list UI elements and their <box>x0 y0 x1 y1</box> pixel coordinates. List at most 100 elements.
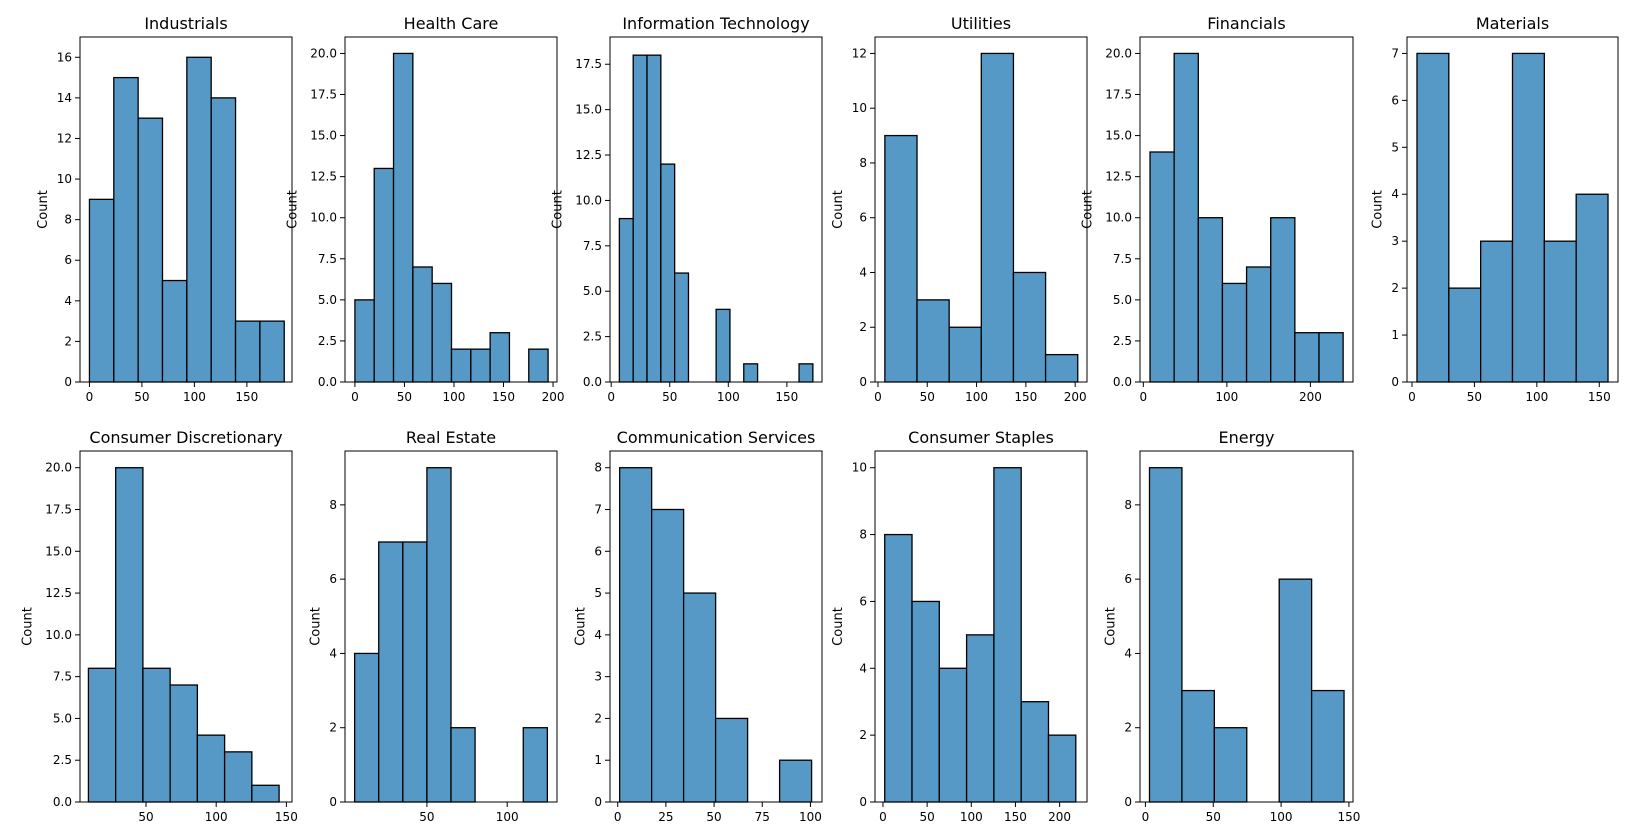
y-tick-label-consumer-discretionary: 5.0 <box>53 711 72 725</box>
bar-health-care-5 <box>450 348 472 383</box>
y-tick-label-industrials: 12 <box>57 131 72 145</box>
y-tick-label-consumer-discretionary: 17.5 <box>45 503 72 517</box>
x-tick-label-health-care: 0 <box>351 390 359 404</box>
axes-frame-utilities <box>874 36 1088 383</box>
bar-financials-7 <box>1318 332 1344 383</box>
bar-real-estate-2 <box>402 541 428 803</box>
y-tick-label-industrials: 0 <box>64 375 72 389</box>
y-tick-label-consumer-discretionary: 20.0 <box>45 461 72 475</box>
bar-utilities-1 <box>916 299 950 383</box>
y-axis-label-utilities: Count <box>831 190 846 229</box>
y-tick-label-health-care: 12.5 <box>310 170 337 184</box>
axes-frame-consumer-discretionary <box>79 450 293 803</box>
y-axis-label-health-care: Count <box>286 190 301 229</box>
x-tick-label-health-care: 200 <box>542 390 565 404</box>
bar-materials-5 <box>1575 193 1609 383</box>
bar-financials-6 <box>1294 332 1320 383</box>
y-tick-label-consumer-discretionary: 2.5 <box>53 753 72 767</box>
y-tick-label-industrials: 2 <box>64 334 72 348</box>
y-tick-label-communication-services: 5 <box>594 586 602 600</box>
bar-industrials-2 <box>137 117 164 383</box>
y-axis-label-industrials: Count <box>36 190 51 229</box>
x-tick-label-utilities: 150 <box>1014 390 1037 404</box>
y-tick-label-energy: 8 <box>1124 498 1132 512</box>
x-tick-label-financials: 0 <box>1140 390 1148 404</box>
bar-information-technology-4 <box>674 272 690 383</box>
y-tick-label-communication-services: 3 <box>594 670 602 684</box>
y-tick-label-health-care: 10.0 <box>310 211 337 225</box>
bar-industrials-3 <box>161 279 188 383</box>
subplot-title-energy: Energy <box>1218 428 1274 447</box>
y-tick-label-financials: 17.5 <box>1105 88 1132 102</box>
bar-materials-0 <box>1416 52 1450 383</box>
bar-industrials-6 <box>234 320 261 383</box>
subplot-utilities: 0 50 100 150 200 0 2 4 6 8 10 12 Utilities Count <box>831 14 1088 404</box>
subplot-title-consumer-discretionary: Consumer Discretionary <box>89 428 282 447</box>
bar-information-technology-7 <box>715 308 731 383</box>
bar-industrials-4 <box>186 56 212 383</box>
y-tick-label-real-estate: 4 <box>329 646 337 660</box>
subplot-communication-services: 0 25 50 75 100 0 1 2 3 4 5 6 7 8 Communication Service… <box>573 428 823 824</box>
y-tick-label-energy: 2 <box>1124 721 1132 735</box>
x-tick-label-industrials: 150 <box>235 390 258 404</box>
x-tick-label-real-estate: 50 <box>419 810 434 824</box>
bar-consumer-discretionary-6 <box>251 784 280 803</box>
bar-industrials-5 <box>210 97 237 383</box>
y-axis-label-financials: Count <box>1081 190 1096 229</box>
axes-frame-communication-services <box>609 450 823 803</box>
y-tick-label-consumer-staples: 2 <box>859 728 867 742</box>
x-tick-label-information-technology: 50 <box>662 390 677 404</box>
y-tick-label-consumer-staples: 6 <box>859 594 867 608</box>
bar-communication-services-0 <box>618 467 653 803</box>
x-tick-label-consumer-staples: 50 <box>919 810 934 824</box>
bar-consumer-discretionary-4 <box>196 734 226 803</box>
x-tick-label-consumer-discretionary: 100 <box>205 810 228 824</box>
bar-consumer-staples-3 <box>965 634 995 803</box>
y-tick-label-communication-services: 8 <box>594 461 602 475</box>
bar-communication-services-5 <box>778 759 813 803</box>
x-tick-label-consumer-discretionary: 150 <box>275 810 298 824</box>
bar-consumer-staples-1 <box>911 600 940 803</box>
bar-energy-0 <box>1148 467 1183 803</box>
y-tick-label-financials: 10.0 <box>1105 211 1132 225</box>
x-tick-label-materials: 100 <box>1525 390 1548 404</box>
subplot-title-industrials: Industrials <box>144 14 227 33</box>
subplot-title-information-technology: Information Technology <box>622 14 809 33</box>
bar-materials-3 <box>1511 52 1545 383</box>
x-tick-label-consumer-staples: 100 <box>960 810 983 824</box>
x-tick-label-information-technology: 150 <box>775 390 798 404</box>
bar-financials-2 <box>1197 217 1224 383</box>
subplot-title-real-estate: Real Estate <box>406 428 496 447</box>
y-tick-label-health-care: 17.5 <box>310 88 337 102</box>
subplot-materials: 0 50 100 150 0 1 2 3 4 5 6 7 Materials Count <box>1370 14 1619 404</box>
bar-information-technology-1 <box>632 54 648 383</box>
y-tick-label-industrials: 6 <box>64 253 72 267</box>
y-axis-label-consumer-staples: Count <box>831 607 846 646</box>
y-tick-label-financials: 15.0 <box>1105 129 1132 143</box>
y-tick-label-financials: 0.0 <box>1113 375 1132 389</box>
bar-health-care-6 <box>470 348 491 383</box>
x-tick-label-communication-services: 100 <box>799 810 822 824</box>
y-tick-label-industrials: 16 <box>57 50 72 64</box>
x-tick-label-consumer-staples: 0 <box>879 810 887 824</box>
bar-utilities-0 <box>884 134 918 383</box>
y-tick-label-consumer-staples: 10 <box>852 461 867 475</box>
y-tick-label-communication-services: 6 <box>594 544 602 558</box>
y-tick-label-consumer-discretionary: 15.0 <box>45 544 72 558</box>
subplot-title-communication-services: Communication Services <box>617 428 816 447</box>
y-tick-label-energy: 4 <box>1124 646 1132 660</box>
subplot-health-care: 0 50 100 150 200 0.0 2.5 5.0 7.5 10.0 12.5 15.0 17.5… <box>286 14 565 404</box>
subplot-financials: 0 100 200 0.0 2.5 5.0 7.5 10.0 12.5 15.0 17.5 20.0 F… <box>1081 14 1354 404</box>
subplot-title-consumer-staples: Consumer Staples <box>908 428 1054 447</box>
subplot-industrials: 0 50 100 150 0 2 4 6 8 10 12 14 16 Industrials Count <box>36 14 293 404</box>
y-tick-label-financials: 12.5 <box>1105 170 1132 184</box>
bar-materials-1 <box>1448 287 1482 383</box>
subplot-real-estate: 50 100 0 2 4 6 8 Real Estate Count <box>308 428 558 824</box>
y-axis-label-communication-services: Count <box>573 607 588 646</box>
y-tick-label-utilities: 12 <box>852 46 867 60</box>
x-tick-label-financials: 100 <box>1215 390 1238 404</box>
y-tick-label-utilities: 2 <box>859 320 867 334</box>
y-tick-label-communication-services: 2 <box>594 711 602 725</box>
bar-health-care-1 <box>373 167 395 383</box>
x-tick-label-communication-services: 25 <box>658 810 673 824</box>
